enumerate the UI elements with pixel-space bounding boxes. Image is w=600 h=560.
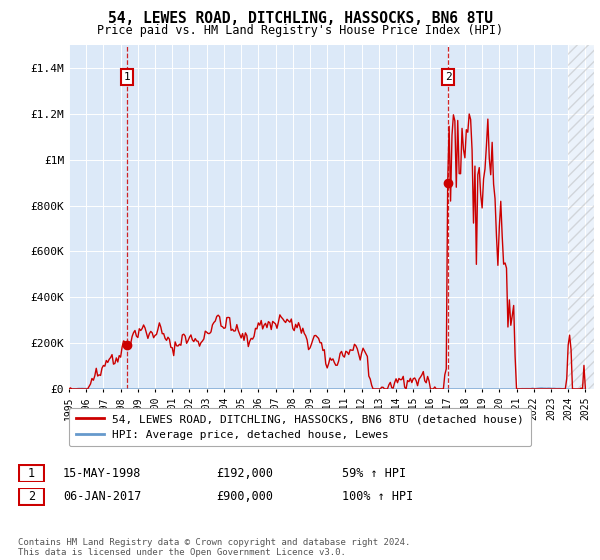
Text: £900,000: £900,000 [216, 490, 273, 503]
Text: 06-JAN-2017: 06-JAN-2017 [63, 490, 142, 503]
Text: 1: 1 [28, 466, 35, 480]
Bar [568, 45, 594, 389]
Bar [568, 45, 594, 389]
Text: 2: 2 [28, 490, 35, 503]
Text: £192,000: £192,000 [216, 466, 273, 480]
Text: Contains HM Land Registry data © Crown copyright and database right 2024.
This d: Contains HM Land Registry data © Crown c… [18, 538, 410, 557]
Text: 15-MAY-1998: 15-MAY-1998 [63, 466, 142, 480]
Text: Price paid vs. HM Land Registry's House Price Index (HPI): Price paid vs. HM Land Registry's House … [97, 24, 503, 36]
Text: 100% ↑ HPI: 100% ↑ HPI [342, 490, 413, 503]
Text: 1: 1 [124, 72, 130, 82]
Text: 59% ↑ HPI: 59% ↑ HPI [342, 466, 406, 480]
FancyBboxPatch shape [19, 488, 44, 505]
Legend: 54, LEWES ROAD, DITCHLING, HASSOCKS, BN6 8TU (detached house), HPI: Average pric: 54, LEWES ROAD, DITCHLING, HASSOCKS, BN6… [69, 408, 531, 446]
Text: 54, LEWES ROAD, DITCHLING, HASSOCKS, BN6 8TU: 54, LEWES ROAD, DITCHLING, HASSOCKS, BN6… [107, 11, 493, 26]
FancyBboxPatch shape [19, 465, 44, 482]
Text: 2: 2 [445, 72, 451, 82]
